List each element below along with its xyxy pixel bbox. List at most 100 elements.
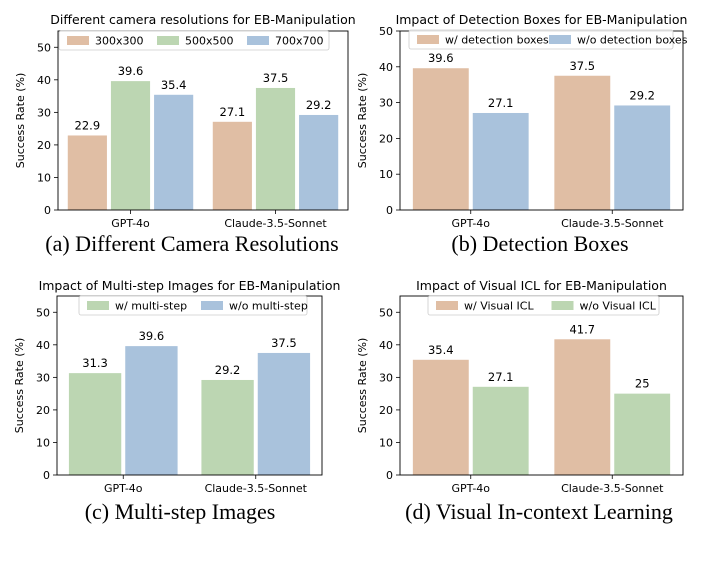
chart-title: Impact of Visual ICL for EB-Manipulation xyxy=(416,278,667,293)
bar-1-1 xyxy=(614,393,671,475)
bar-1-0 xyxy=(212,121,252,210)
legend: w/ Visual ICL w/o Visual ICL xyxy=(427,295,660,316)
chart-panel-1: Impact of Detection Boxes for EB-Manipul… xyxy=(356,12,688,256)
chart-panel-3: Impact of Visual ICL for EB-Manipulation… xyxy=(356,278,684,524)
legend-swatch xyxy=(87,301,109,310)
legend-swatch xyxy=(436,301,458,310)
bar-0-1 xyxy=(472,386,529,475)
legend-swatch xyxy=(201,301,223,310)
legend-box xyxy=(58,30,330,51)
data-label: 29.2 xyxy=(629,88,655,102)
y-tick-label: 30 xyxy=(37,106,51,119)
x-tick-label: GPT-4o xyxy=(111,217,150,230)
y-tick-label: 40 xyxy=(36,339,50,352)
chart-title: Impact of Detection Boxes for EB-Manipul… xyxy=(396,12,688,27)
y-tick-label: 40 xyxy=(379,61,393,74)
y-tick-label: 10 xyxy=(379,168,393,181)
x-tick-label: GPT-4o xyxy=(451,217,490,230)
x-tick-label: Claude-3.5-Sonnet xyxy=(561,482,664,495)
legend-label: 700x700 xyxy=(275,35,324,48)
y-tick-label: 10 xyxy=(379,436,393,449)
y-axis-label: Success Rate (%) xyxy=(356,338,369,434)
data-label: 22.9 xyxy=(75,118,101,132)
x-tick-label: Claude-3.5-Sonnet xyxy=(224,217,327,230)
data-label: 29.2 xyxy=(215,363,241,377)
legend: w/ detection boxes w/o detection boxes xyxy=(408,29,688,50)
data-label: 35.4 xyxy=(161,78,187,92)
data-label: 39.6 xyxy=(139,329,165,343)
data-label: 37.5 xyxy=(271,336,297,350)
bar-1-0 xyxy=(554,75,611,210)
bar-0-0 xyxy=(412,359,469,475)
legend: 300x300 500x500 700x700 xyxy=(58,30,330,51)
data-label: 27.1 xyxy=(488,96,514,110)
chart-panel-2: Impact of Multi-step Images for EB-Manip… xyxy=(13,278,340,524)
y-tick-label: 10 xyxy=(37,171,51,184)
y-tick-label: 30 xyxy=(379,97,393,110)
bar-1-0 xyxy=(201,379,254,475)
y-tick-label: 0 xyxy=(43,469,50,482)
bar-1-1 xyxy=(257,352,311,475)
legend-label: w/o multi-step xyxy=(229,300,308,313)
y-tick-label: 50 xyxy=(36,306,50,319)
data-label: 31.3 xyxy=(82,356,108,370)
data-label: 27.1 xyxy=(220,105,246,119)
data-label: 29.2 xyxy=(306,98,332,112)
legend-swatch xyxy=(549,35,571,44)
data-label: 41.7 xyxy=(569,322,595,336)
y-tick-label: 50 xyxy=(37,41,51,54)
legend-swatch xyxy=(67,36,89,45)
legend-label: w/ multi-step xyxy=(115,300,187,313)
y-tick-label: 0 xyxy=(386,204,393,217)
bar-0-0 xyxy=(412,68,469,211)
bar-0-1 xyxy=(472,112,529,210)
legend-swatch xyxy=(551,301,574,310)
legend-label: w/o detection boxes xyxy=(577,34,688,47)
y-tick-label: 20 xyxy=(37,139,51,152)
legend-box xyxy=(78,295,308,316)
legend: w/ multi-step w/o multi-step xyxy=(78,295,308,316)
bar-1-0 xyxy=(554,339,611,475)
legend-label: 500x500 xyxy=(185,35,234,48)
y-axis-label: Success Rate (%) xyxy=(14,73,27,169)
x-tick-label: GPT-4o xyxy=(104,482,143,495)
figure-caption: (a) Different Camera Resolutions xyxy=(45,231,338,256)
bar-0-1 xyxy=(125,346,178,475)
y-tick-label: 40 xyxy=(37,74,51,87)
legend-label: w/o Visual ICL xyxy=(580,300,657,313)
chart-title: Impact of Multi-step Images for EB-Manip… xyxy=(39,278,341,293)
y-tick-label: 20 xyxy=(379,404,393,417)
data-label: 39.6 xyxy=(428,51,454,65)
bar-0-0 xyxy=(68,373,122,475)
bar-1-1 xyxy=(255,87,296,210)
legend-label: w/ Visual ICL xyxy=(464,300,534,313)
y-axis-label: Success Rate (%) xyxy=(356,73,369,169)
chart-panel-0: Different camera resolutions for EB-Mani… xyxy=(14,12,356,256)
bar-0-1 xyxy=(110,81,151,211)
y-tick-label: 20 xyxy=(379,132,393,145)
legend-swatch xyxy=(157,36,179,45)
figure-caption: (d) Visual In-context Learning xyxy=(405,499,673,524)
y-tick-label: 40 xyxy=(379,339,393,352)
bar-1-2 xyxy=(299,114,339,210)
y-axis-label: Success Rate (%) xyxy=(13,338,26,434)
bar-0-2 xyxy=(154,94,194,210)
figure-caption: (c) Multi-step Images xyxy=(85,499,276,524)
x-tick-label: GPT-4o xyxy=(451,482,490,495)
data-label: 39.6 xyxy=(118,64,144,78)
data-label: 27.1 xyxy=(488,370,514,384)
legend-box xyxy=(427,295,660,316)
data-label: 35.4 xyxy=(428,343,454,357)
y-tick-label: 50 xyxy=(379,25,393,38)
data-label: 25 xyxy=(635,377,650,391)
y-tick-label: 20 xyxy=(36,404,50,417)
legend-label: 300x300 xyxy=(95,35,144,48)
legend-swatch xyxy=(417,35,439,44)
y-tick-label: 30 xyxy=(36,371,50,384)
legend-box xyxy=(408,29,674,50)
bar-1-1 xyxy=(614,105,671,210)
chart-title: Different camera resolutions for EB-Mani… xyxy=(50,12,355,27)
bar-0-0 xyxy=(67,135,107,210)
legend-swatch xyxy=(247,36,269,45)
